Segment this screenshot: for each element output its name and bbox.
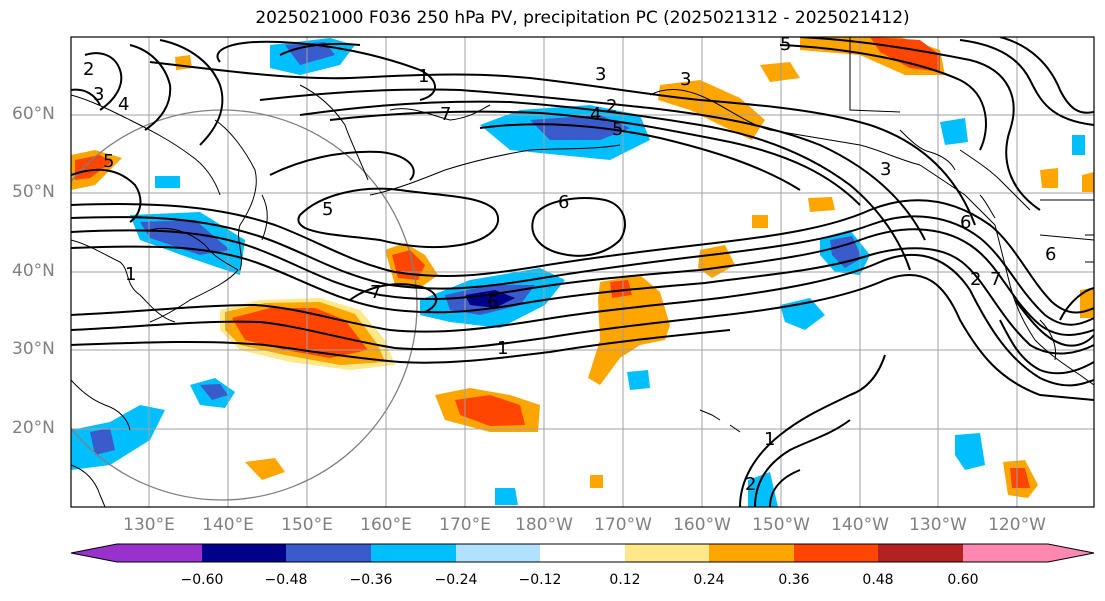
lat-label: 30°N xyxy=(12,339,55,359)
contour-label: 4 xyxy=(590,104,601,125)
shade-neg xyxy=(530,115,630,140)
shade-pos xyxy=(1082,172,1094,192)
shade-neg xyxy=(155,176,180,188)
contour-label: 4 xyxy=(118,94,129,115)
colorbar-tick: −0.24 xyxy=(434,572,478,588)
colorbar-tick: 0.48 xyxy=(862,572,894,588)
lon-label: 140°W xyxy=(831,515,889,535)
lon-label: 180°W xyxy=(515,515,573,535)
lat-label: 40°N xyxy=(12,261,55,281)
shade-pos xyxy=(455,395,525,426)
lon-label: 130°W xyxy=(909,515,967,535)
contour-label: 5 xyxy=(612,119,623,140)
graticule xyxy=(71,37,1094,507)
shade-pos xyxy=(808,197,835,212)
lon-label: 170°E xyxy=(439,515,491,535)
contour-label: 6 xyxy=(558,192,569,213)
contour-label: 3 xyxy=(680,69,691,90)
lon-label: 170°W xyxy=(594,515,652,535)
shade-neg xyxy=(200,384,228,400)
contour-label: 3 xyxy=(93,84,104,105)
coastlines-detail xyxy=(899,129,996,219)
map-frame xyxy=(70,36,1095,508)
colorbar-tick: 0.12 xyxy=(609,572,641,588)
contour-label: 1 xyxy=(125,264,136,285)
colorbar-tick: −0.48 xyxy=(264,572,308,588)
colorbar-tick: 0.24 xyxy=(693,572,725,588)
contour-label: 7 xyxy=(370,282,381,303)
contour-label: 2 xyxy=(606,96,617,117)
shade-neg xyxy=(495,488,518,505)
contour-labels: 1 2 3 4 5 6 7 1 2 3 4 5 6 7 1 2 3 5 6 7 … xyxy=(83,34,1056,495)
lat-label: 50°N xyxy=(12,182,55,202)
shade-pos xyxy=(75,155,112,180)
shade-pos xyxy=(1010,468,1030,488)
shade-pos xyxy=(232,308,368,358)
lon-label: 130°E xyxy=(123,515,175,535)
lon-label: 150°W xyxy=(752,515,810,535)
contour-label: 1 xyxy=(497,338,508,359)
colorbar-tick: −0.36 xyxy=(349,572,393,588)
shade-pos xyxy=(245,458,285,480)
contour-label: 2 xyxy=(83,59,94,80)
lon-label: 140°E xyxy=(202,515,254,535)
contour-label: 1 xyxy=(764,429,775,450)
contour-label: 5 xyxy=(322,199,333,220)
contour-label: 7 xyxy=(990,269,1001,290)
lon-label: 150°E xyxy=(281,515,333,535)
colorbar-tick: 0.60 xyxy=(947,572,979,588)
colorbar-tick: 0.36 xyxy=(778,572,810,588)
shade-neg xyxy=(90,428,115,455)
shade-pos xyxy=(590,475,603,488)
contour-label: 5 xyxy=(103,151,114,172)
shade-pos xyxy=(588,275,670,385)
contour-label: 3 xyxy=(595,64,606,85)
contour-label: 6 xyxy=(487,292,498,313)
shade-neg xyxy=(1072,135,1085,155)
contour-label: 2 xyxy=(745,474,756,495)
shade-neg xyxy=(627,370,650,390)
contour-label: 1 xyxy=(418,66,429,87)
colorbar-tick: −0.60 xyxy=(180,572,224,588)
shade-pos xyxy=(752,215,768,228)
shade-pos xyxy=(175,55,192,70)
lon-label: 160°W xyxy=(673,515,731,535)
contour-label: 7 xyxy=(440,104,451,125)
colorbar-tick: −0.12 xyxy=(518,572,562,588)
shade-neg xyxy=(71,405,165,470)
lat-label: 60°N xyxy=(12,104,55,124)
shade-neg xyxy=(465,290,515,308)
lat-label: 20°N xyxy=(12,418,55,438)
shade-neg xyxy=(940,118,968,145)
contour-label: 5 xyxy=(780,34,791,55)
contour-label: 6 xyxy=(1045,244,1056,265)
lon-label: 160°E xyxy=(360,515,412,535)
contour-label: 3 xyxy=(880,159,891,180)
contour-label: 2 xyxy=(970,269,981,290)
shade-pos xyxy=(760,62,800,82)
shade-neg xyxy=(955,433,985,470)
shade-pos xyxy=(610,280,632,298)
contour-label: 6 xyxy=(960,212,971,233)
pv-contours xyxy=(71,37,1094,507)
map-title: 2025021000 F036 250 hPa PV, precipitatio… xyxy=(255,8,910,28)
lon-label: 120°W xyxy=(988,515,1046,535)
shade-pos xyxy=(658,80,765,140)
shade-pos xyxy=(1040,168,1058,188)
